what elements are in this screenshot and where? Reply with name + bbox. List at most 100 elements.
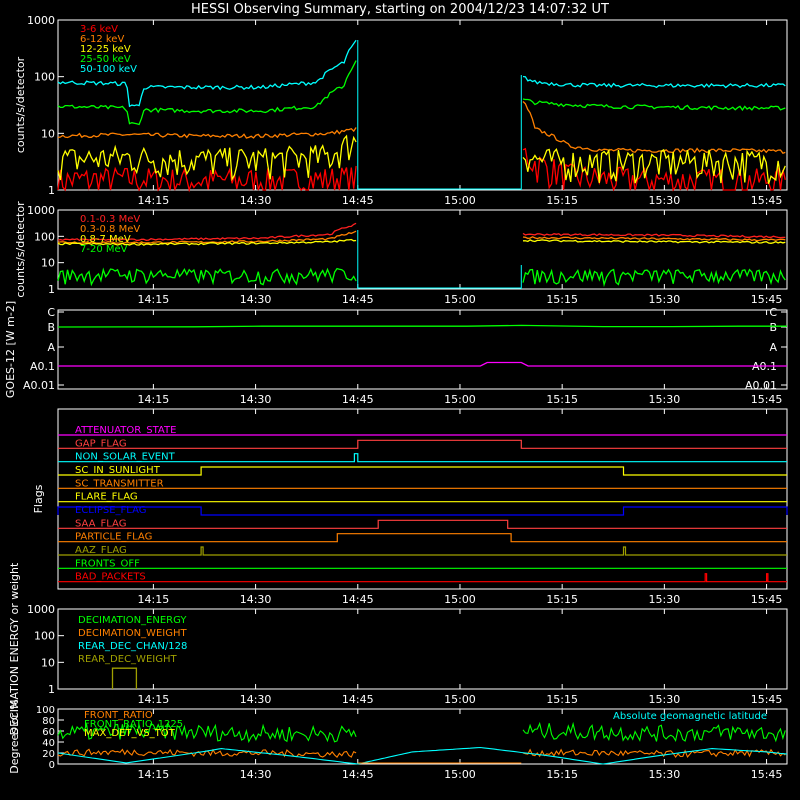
x-tick-label: 14:45 <box>342 768 374 781</box>
y-tick-label: 10 <box>41 127 55 140</box>
flag-label: SC_IN_SUNLIGHT <box>75 465 161 476</box>
x-tick-label: 15:00 <box>444 693 476 706</box>
y-tick-label: 1000 <box>27 204 55 217</box>
y-tick-label-right: A0.01 <box>745 379 777 392</box>
y-tick-label: 100 <box>36 705 55 716</box>
x-tick-label: 15:45 <box>751 593 783 606</box>
legend-entry: 25-50 keV <box>80 54 131 65</box>
y-tick-label: 1000 <box>27 14 55 27</box>
x-tick-label: 15:00 <box>444 194 476 207</box>
flag-line-bad-packets <box>58 573 787 583</box>
y-tick-label: C <box>47 306 55 319</box>
x-tick-label: 14:30 <box>240 393 272 406</box>
x-tick-label: 15:45 <box>751 194 783 207</box>
flag-label: NON_SOLAR_EVENT <box>75 452 176 463</box>
flag-line-non-solar-event <box>58 453 787 463</box>
y-tick-label-right: A <box>769 341 777 354</box>
flag-label: ECLIPSE_FLAG <box>75 505 146 516</box>
x-tick-label: 15:15 <box>546 393 578 406</box>
flag-line-sc-in-sunlight <box>58 466 787 476</box>
x-tick-label: 15:30 <box>649 768 681 781</box>
y-tick-label: 20 <box>42 749 55 760</box>
x-tick-label: 14:15 <box>138 293 170 306</box>
flag-label: BAD_PACKETS <box>75 572 146 583</box>
y-axis-label: counts/s/detector <box>14 56 27 153</box>
x-tick-label: 15:00 <box>444 393 476 406</box>
x-tick-label: 14:45 <box>342 194 374 207</box>
x-tick-label: 14:45 <box>342 393 374 406</box>
panel-frame-5 <box>57 708 788 765</box>
y-axis-label: DECIMATION ENERGY or weight <box>8 562 21 735</box>
x-tick-label: 14:15 <box>138 593 170 606</box>
x-tick-label: 15:15 <box>546 768 578 781</box>
y-axis-label: Flags <box>32 484 45 513</box>
y-tick-label: 100 <box>34 230 55 243</box>
x-tick-label: 14:15 <box>138 194 170 207</box>
panel-frame-4 <box>57 608 788 690</box>
x-tick-label: 15:30 <box>649 194 681 207</box>
flag-label: FLARE_FLAG <box>75 492 138 503</box>
flag-label: AAZ_FLAG <box>75 545 127 556</box>
x-tick-label: 15:45 <box>751 293 783 306</box>
x-tick-label: 14:30 <box>240 194 272 207</box>
goes-series-line <box>57 324 787 328</box>
flag-label: ATTENUATOR_STATE <box>75 425 176 436</box>
y-tick-label-right: B <box>769 321 777 334</box>
legend-entry: 0.8-7 MeV <box>80 234 131 245</box>
series-line-0-8-7-mev <box>57 238 786 246</box>
x-tick-label: 14:15 <box>138 393 170 406</box>
flag-label: SC_TRANSMITTER <box>75 478 164 489</box>
flag-label: GAP_FLAG <box>75 438 127 449</box>
flag-label: PARTICLE_FLAG <box>75 532 152 543</box>
x-tick-label: 15:45 <box>751 393 783 406</box>
y-axis-label: counts/s/detector <box>14 201 27 298</box>
x-tick-label: 14:15 <box>138 693 170 706</box>
panel-frame-3 <box>57 408 788 590</box>
legend-entry: 6-12 keV <box>80 34 124 45</box>
flag-line-particle-flag <box>58 533 787 543</box>
x-tick-label: 15:15 <box>546 194 578 207</box>
x-tick-label: 15:15 <box>546 693 578 706</box>
decimation-series-line <box>111 667 138 689</box>
x-tick-label: 15:30 <box>649 593 681 606</box>
x-tick-label: 14:45 <box>342 293 374 306</box>
y-axis-label: Degrees or % <box>8 699 21 773</box>
series-line-0-3-0-8-mev <box>57 230 786 245</box>
y-tick-label: 0 <box>49 760 55 771</box>
flag-line-gap-flag <box>58 439 787 449</box>
legend-entry: FRONT_RATIO <box>84 710 153 721</box>
x-tick-label: 15:00 <box>444 293 476 306</box>
legend-entry: DECIMATION_ENERGY <box>78 615 187 626</box>
y-tick-label: B <box>47 321 55 334</box>
panel-frame-1 <box>57 209 788 290</box>
goes-series-line <box>58 361 787 367</box>
x-tick-label: 14:30 <box>240 293 272 306</box>
legend-entry: 50-100 keV <box>80 64 137 75</box>
legend-entry: REAR_DEC_CHAN/128 <box>78 641 187 652</box>
flag-label: SAA_FLAG <box>75 518 126 529</box>
legend-entry: 0.1-0.3 MeV <box>80 214 140 225</box>
legend-entry: 12-25 keV <box>80 44 131 55</box>
legend-entry: DECIMATION_WEIGHT <box>78 628 187 639</box>
x-tick-label: 14:45 <box>342 693 374 706</box>
x-tick-label: 15:45 <box>751 693 783 706</box>
series-line-25-50-kev <box>57 60 786 126</box>
legend-entry: REAR_DEC_WEIGHT <box>78 654 177 665</box>
x-tick-label: 14:30 <box>240 768 272 781</box>
series-line-12-25-kev <box>57 134 786 184</box>
series-line-7-20-mev <box>57 267 786 288</box>
plot-title: HESSI Observing Summary, starting on 200… <box>191 2 609 17</box>
legend-entry: FRONT_RATIO_1225 <box>84 719 183 730</box>
legend-entry: 0.3-0.8 MeV <box>80 224 140 235</box>
flag-line-saa-flag <box>58 519 787 529</box>
y-tick-label: 10 <box>41 656 55 669</box>
x-tick-label: 14:30 <box>240 593 272 606</box>
y-tick-label: A0.1 <box>30 360 55 373</box>
x-tick-label: 15:30 <box>649 293 681 306</box>
y-tick-label: A0.01 <box>23 379 55 392</box>
series-line-0-1-0-3-mev <box>57 222 786 242</box>
x-tick-label: 14:15 <box>138 768 170 781</box>
y-tick-label: 100 <box>34 630 55 643</box>
